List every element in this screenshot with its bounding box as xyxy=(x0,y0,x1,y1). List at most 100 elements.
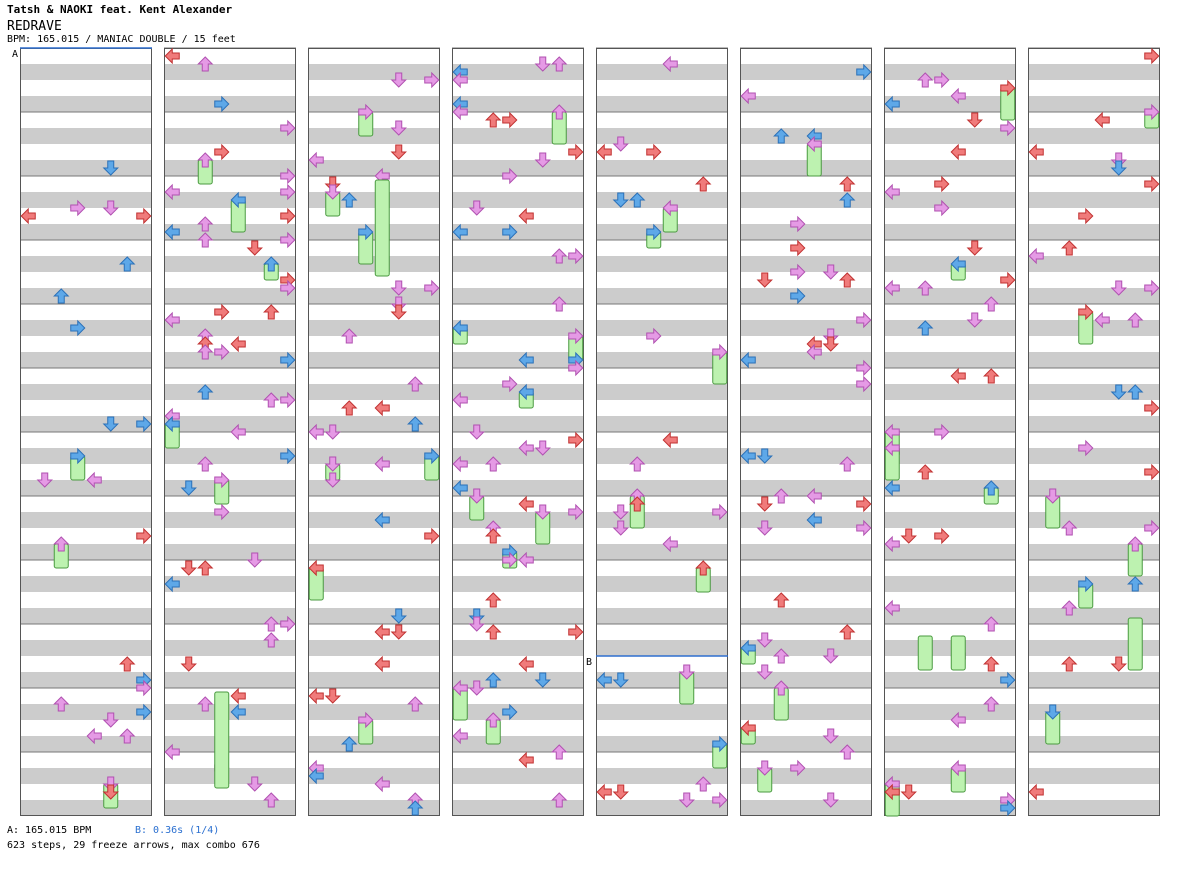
beat-stripe xyxy=(1028,320,1160,336)
arrow-up-icon xyxy=(629,496,646,512)
arrow-left-icon xyxy=(1028,143,1044,161)
beat-stripe xyxy=(740,288,872,304)
arrow-left-icon xyxy=(884,439,900,457)
beat-stripe xyxy=(308,224,440,240)
beat-stripe xyxy=(884,736,1016,752)
arrow-right-icon xyxy=(712,343,728,361)
beat-stripe xyxy=(884,96,1016,112)
beat-stripe xyxy=(1028,768,1160,784)
beat-stripe xyxy=(164,704,296,720)
arrow-right-icon xyxy=(424,279,440,297)
chart-column xyxy=(1028,47,1160,816)
arrow-down-icon xyxy=(966,112,983,128)
arrow-down-icon xyxy=(102,416,119,432)
arrow-up-icon xyxy=(917,464,934,480)
beat-stripe xyxy=(740,768,872,784)
beat-stripe xyxy=(1028,512,1160,528)
beat-stripe xyxy=(596,96,728,112)
arrow-right-icon xyxy=(646,223,662,241)
arrow-up-icon xyxy=(917,72,934,88)
arrow-right-icon xyxy=(70,447,86,465)
arrow-down-icon xyxy=(468,616,485,632)
arrow-down-icon xyxy=(534,504,551,520)
arrow-down-icon xyxy=(534,152,551,168)
arrow-down-icon xyxy=(822,264,839,280)
arrow-up-icon xyxy=(839,176,856,192)
arrow-up-icon xyxy=(629,456,646,472)
beat-stripe xyxy=(596,608,728,624)
arrow-right-icon xyxy=(1144,47,1160,65)
arrow-up-icon xyxy=(263,392,280,408)
arrow-left-icon xyxy=(884,423,900,441)
beat-stripe xyxy=(20,128,152,144)
arrow-left-icon xyxy=(884,479,900,497)
beat-stripe xyxy=(596,320,728,336)
arrow-down-icon xyxy=(390,624,407,640)
arrow-up-icon xyxy=(551,744,568,760)
beat-stripe xyxy=(308,192,440,208)
arrow-up-icon xyxy=(341,328,358,344)
arrow-right-icon xyxy=(712,503,728,521)
chart-column xyxy=(596,47,728,816)
arrow-down-icon xyxy=(180,656,197,672)
beat-stripe xyxy=(20,288,152,304)
arrow-up-icon xyxy=(263,792,280,808)
beat-stripe xyxy=(884,160,1016,176)
arrow-right-icon xyxy=(856,375,872,393)
beat-stripe xyxy=(452,480,584,496)
arrow-right-icon xyxy=(280,391,296,409)
arrow-right-icon xyxy=(70,319,86,337)
freeze-arrow xyxy=(917,635,933,671)
arrow-down-icon xyxy=(246,240,263,256)
arrow-right-icon xyxy=(790,239,806,257)
arrow-left-icon xyxy=(374,455,390,473)
beat-stripe xyxy=(740,480,872,496)
arrow-left-icon xyxy=(740,351,756,369)
arrow-right-icon xyxy=(136,527,152,545)
arrow-left-icon xyxy=(518,207,534,225)
arrow-up-icon xyxy=(341,192,358,208)
beat-stripe xyxy=(308,672,440,688)
arrow-up-icon xyxy=(197,344,214,360)
beat-stripe xyxy=(20,544,152,560)
arrow-left-icon xyxy=(884,535,900,553)
beat-stripe xyxy=(884,480,1016,496)
arrow-right-icon xyxy=(1078,575,1094,593)
beat-stripe xyxy=(884,192,1016,208)
beat-stripe xyxy=(164,352,296,368)
arrow-right-icon xyxy=(568,623,584,641)
arrow-up-icon xyxy=(485,112,502,128)
arrow-right-icon xyxy=(790,759,806,777)
arrow-down-icon xyxy=(1110,384,1127,400)
beat-stripe xyxy=(1028,576,1160,592)
arrow-left-icon xyxy=(1094,111,1110,129)
arrow-up-icon xyxy=(197,232,214,248)
beat-stripe xyxy=(164,256,296,272)
beat-stripe xyxy=(884,672,1016,688)
arrow-right-icon xyxy=(1078,439,1094,457)
arrow-down-icon xyxy=(534,56,551,72)
arrow-up-icon xyxy=(197,56,214,72)
arrow-up-icon xyxy=(1061,520,1078,536)
beat-stripe xyxy=(740,544,872,560)
arrow-up-icon xyxy=(1127,312,1144,328)
beat-stripe xyxy=(1028,192,1160,208)
arrow-left-icon xyxy=(740,719,756,737)
arrow-up-icon xyxy=(983,616,1000,632)
beat-stripe xyxy=(308,160,440,176)
arrow-down-icon xyxy=(534,672,551,688)
column-border xyxy=(740,48,872,816)
arrow-up-icon xyxy=(263,256,280,272)
beat-stripe xyxy=(452,320,584,336)
beat-stripe xyxy=(884,128,1016,144)
arrow-down-icon xyxy=(756,664,773,680)
beat-stripe xyxy=(1028,800,1160,816)
arrow-left-icon xyxy=(950,711,966,729)
beat-stripe xyxy=(164,608,296,624)
arrow-down-icon xyxy=(612,504,629,520)
arrow-left-icon xyxy=(950,255,966,273)
beat-stripe xyxy=(452,704,584,720)
arrow-right-icon xyxy=(934,199,950,217)
beat-stripe xyxy=(740,352,872,368)
arrow-down-icon xyxy=(1110,160,1127,176)
